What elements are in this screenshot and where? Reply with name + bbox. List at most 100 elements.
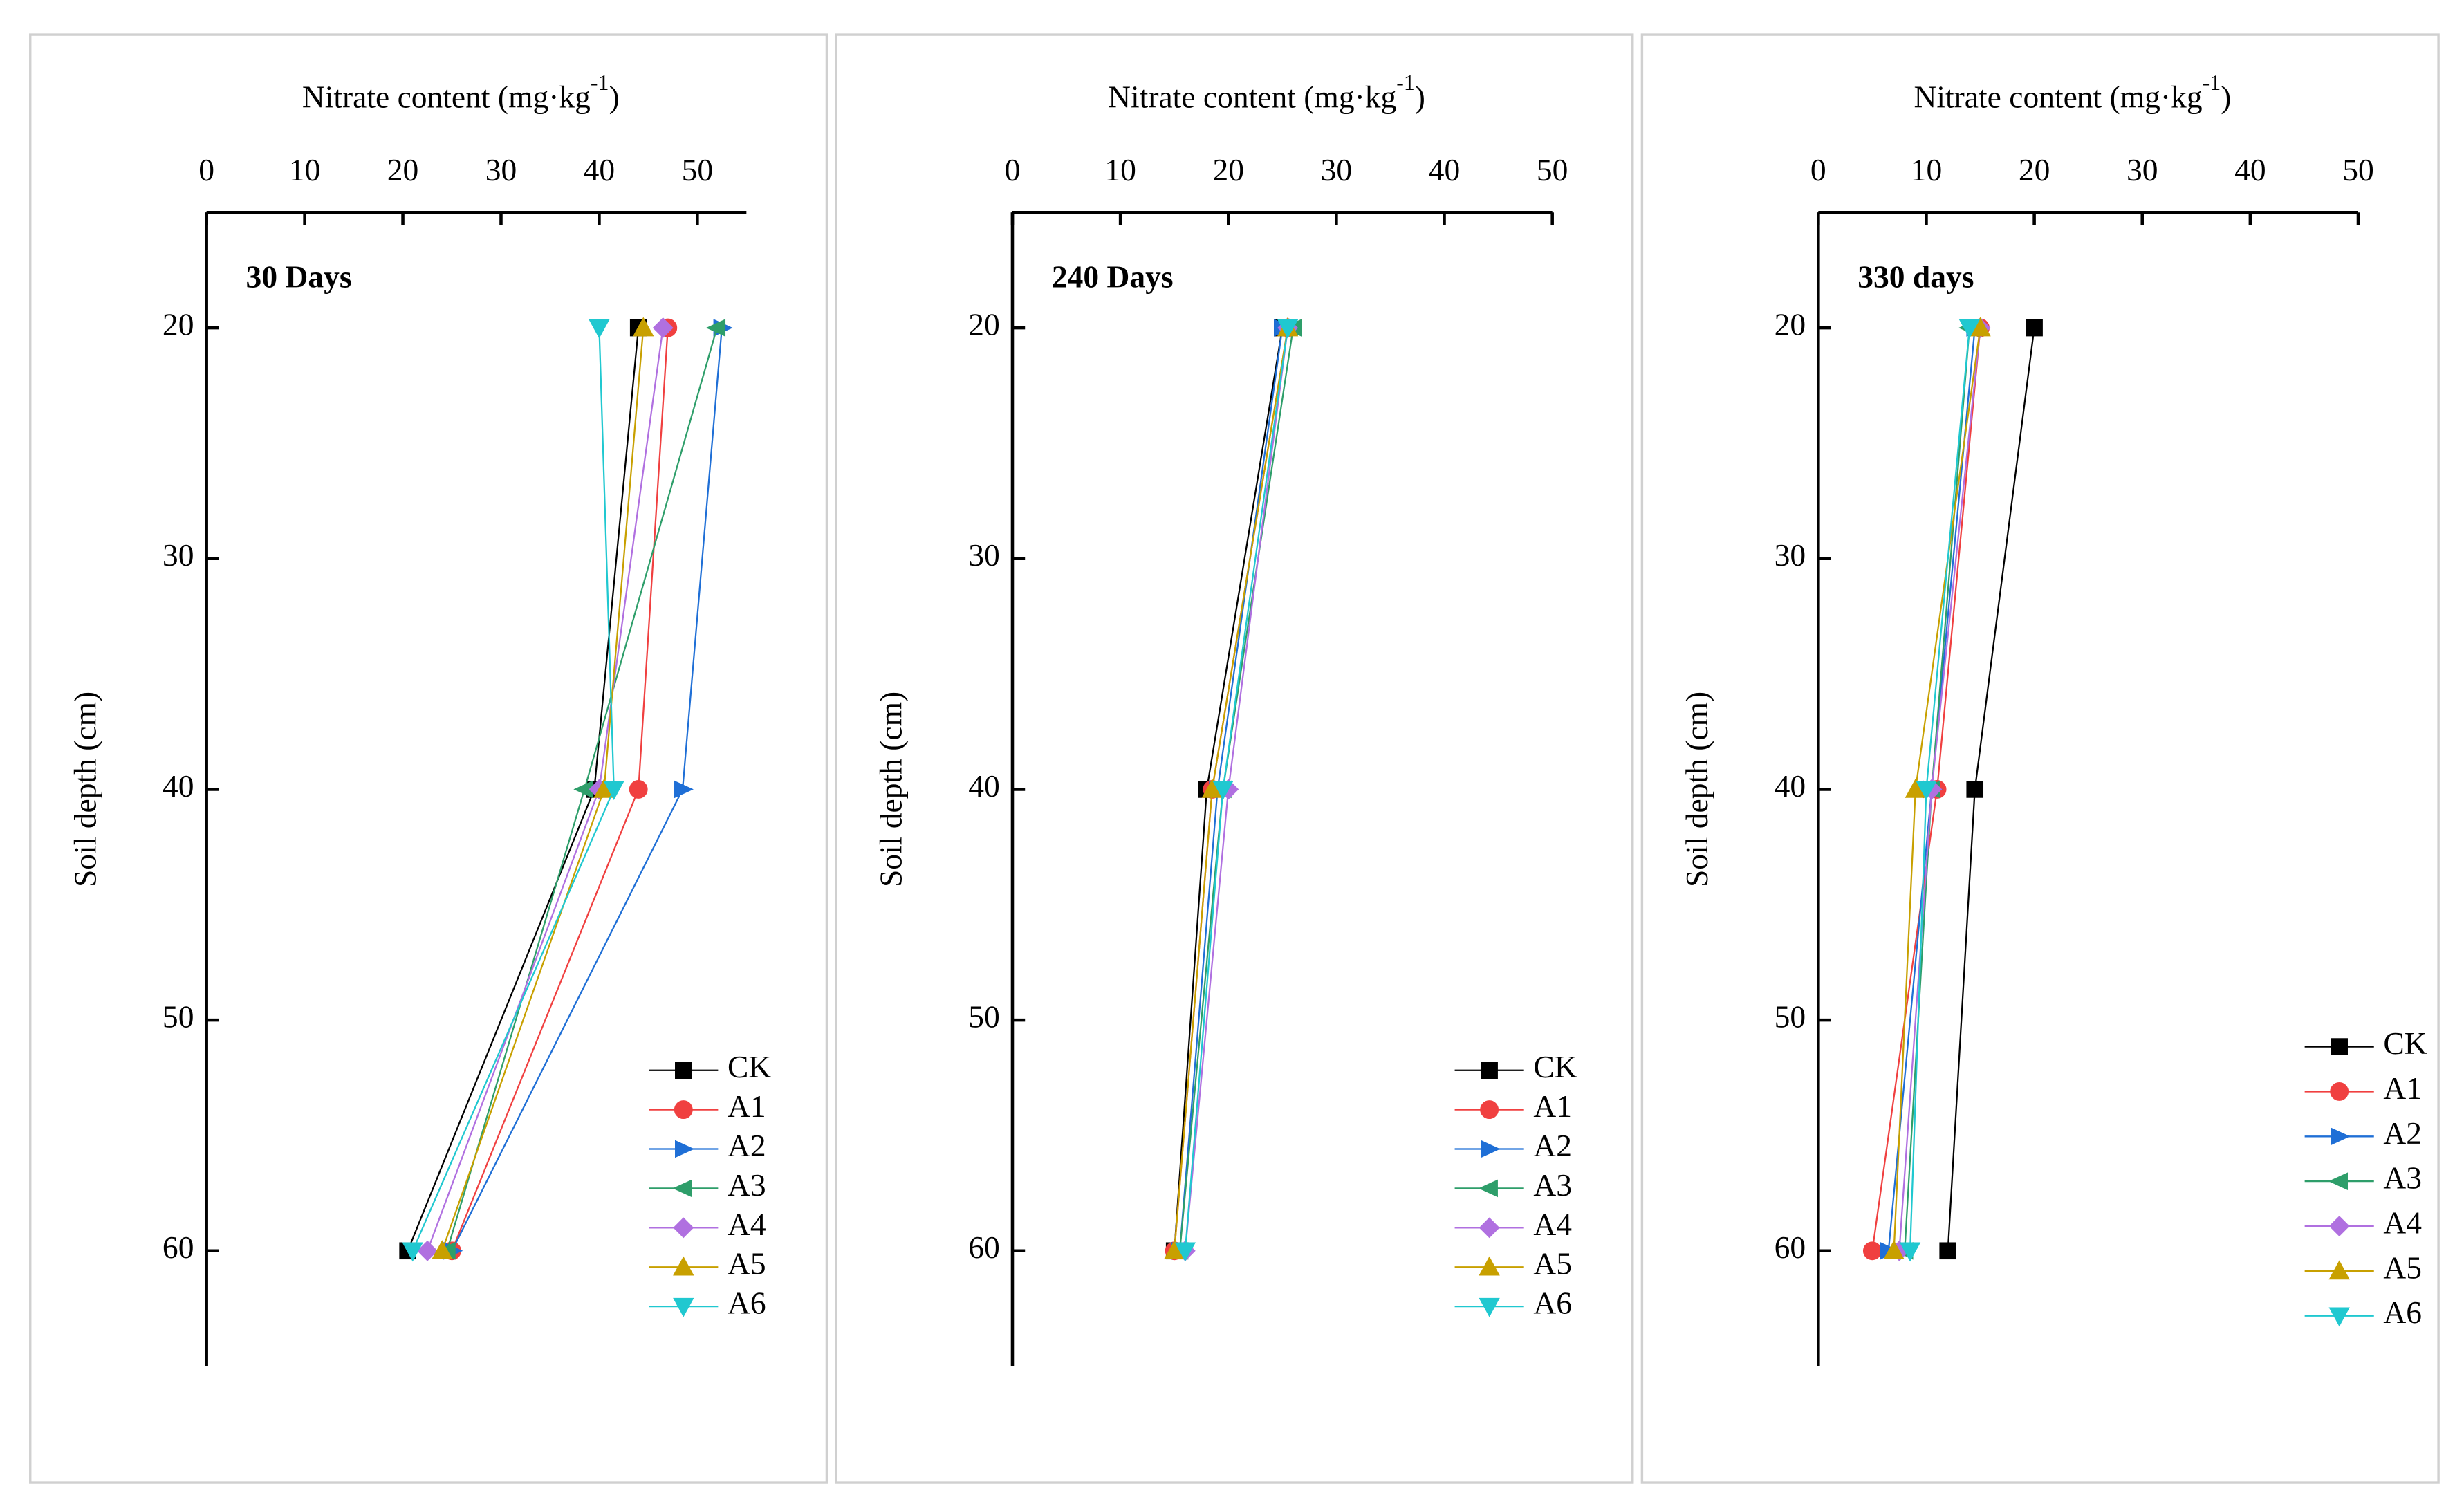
legend-label: A2 xyxy=(728,1128,766,1163)
x-tick-label: 20 xyxy=(2019,152,2050,187)
legend-label: A6 xyxy=(728,1286,766,1321)
legend-label: A2 xyxy=(2383,1115,2422,1151)
x-tick-label: 30 xyxy=(485,152,517,187)
y-tick-label: 50 xyxy=(163,999,194,1035)
legend-label: A1 xyxy=(2383,1070,2422,1106)
annotation: 330 days xyxy=(1858,259,1974,295)
marker xyxy=(1479,1297,1500,1317)
annotation: 240 Days xyxy=(1052,259,1174,295)
marker xyxy=(2330,1082,2349,1101)
marker xyxy=(589,319,610,339)
y-tick-label: 30 xyxy=(1775,537,1806,573)
marker xyxy=(629,780,648,799)
marker xyxy=(432,1240,453,1260)
marker xyxy=(705,319,726,337)
x-axis-label-sup: -1 xyxy=(2203,71,2221,95)
x-tick-label: 30 xyxy=(2127,152,2158,187)
marker xyxy=(2328,1216,2350,1236)
x-axis-label-sup: -1 xyxy=(1396,71,1415,95)
y-tick-label: 50 xyxy=(1775,999,1806,1035)
marker xyxy=(673,1256,694,1276)
y-tick-label: 20 xyxy=(968,307,1000,342)
y-tick-label: 60 xyxy=(163,1230,194,1265)
legend-label: A4 xyxy=(728,1207,766,1242)
chart-panel: 0 10 20 30 40 50 20 30 40 50 60 Nitrate content (mg… xyxy=(1640,33,2440,1484)
y-tick-label: 60 xyxy=(968,1230,1000,1265)
legend-label: A3 xyxy=(2383,1160,2422,1196)
x-axis-label-end: ) xyxy=(609,80,619,115)
marker xyxy=(674,1100,693,1120)
marker xyxy=(633,317,654,337)
x-tick-label: 0 xyxy=(198,152,214,187)
marker xyxy=(1480,1100,1499,1120)
legend-label: A4 xyxy=(2383,1205,2422,1240)
marker xyxy=(2328,1260,2350,1280)
panel-border xyxy=(1640,33,2440,1484)
marker xyxy=(673,1217,694,1239)
x-tick-label: 10 xyxy=(1911,152,1943,187)
chart-panel: 0 10 20 30 40 50 20 30 40 50 60 Nitrate content (mg… xyxy=(29,33,828,1484)
x-tick-label: 40 xyxy=(2234,152,2266,187)
marker xyxy=(675,1140,695,1158)
panel-border xyxy=(29,33,828,1484)
marker xyxy=(402,1242,423,1262)
marker xyxy=(1966,781,1984,798)
marker xyxy=(672,1179,692,1198)
marker xyxy=(1478,1179,1498,1198)
legend-label: CK xyxy=(728,1049,771,1084)
marker xyxy=(675,1062,692,1079)
legend-label: A6 xyxy=(1533,1286,1572,1321)
x-tick-label: 10 xyxy=(289,152,321,187)
y-tick-label: 40 xyxy=(968,768,1000,804)
y-tick-label: 30 xyxy=(968,537,1000,573)
y-axis-label: Soil depth (cm) xyxy=(67,692,102,887)
annotation: 30 Days xyxy=(246,259,352,295)
y-axis-label: Soil depth (cm) xyxy=(1679,692,1714,887)
marker xyxy=(603,781,624,800)
marker xyxy=(1479,1217,1500,1239)
marker xyxy=(1883,1240,1905,1260)
marker xyxy=(673,1297,694,1317)
x-axis-label-end: ) xyxy=(1415,80,1425,115)
y-tick-label: 30 xyxy=(163,537,194,573)
legend-label: A4 xyxy=(1533,1207,1572,1242)
marker xyxy=(1939,1242,1956,1260)
x-tick-label: 40 xyxy=(584,152,615,187)
legend-label: A5 xyxy=(1533,1246,1572,1281)
x-axis-label-text: Nitrate content (mg·kg xyxy=(302,80,591,115)
x-axis-label: Nitrate content (mg·kg-1) xyxy=(302,71,620,115)
marker xyxy=(417,1240,438,1261)
y-tick-label: 20 xyxy=(163,307,194,342)
x-tick-label: 20 xyxy=(1213,152,1245,187)
x-axis-label-text: Nitrate content (mg·kg xyxy=(1914,80,2202,115)
legend-label: A6 xyxy=(2383,1295,2422,1330)
y-axis-label: Soil depth (cm) xyxy=(873,692,909,887)
marker xyxy=(1899,1242,1921,1262)
x-tick-label: 50 xyxy=(2342,152,2374,187)
x-tick-label: 10 xyxy=(1104,152,1136,187)
x-tick-label: 20 xyxy=(387,152,419,187)
legend-label: A5 xyxy=(728,1246,766,1281)
y-tick-label: 20 xyxy=(1775,307,1806,342)
x-axis-label: Nitrate content (mg·kg-1) xyxy=(1914,71,2231,115)
x-axis-label: Nitrate content (mg·kg-1) xyxy=(1108,71,1425,115)
legend-label: A1 xyxy=(728,1088,766,1124)
x-tick-label: 0 xyxy=(1005,152,1021,187)
marker xyxy=(2328,1307,2350,1327)
x-tick-label: 50 xyxy=(1537,152,1568,187)
legend-label: CK xyxy=(2383,1026,2427,1061)
y-tick-label: 40 xyxy=(163,768,194,804)
legend-label: A2 xyxy=(1533,1128,1572,1163)
x-tick-label: 0 xyxy=(1810,152,1826,187)
marker xyxy=(1174,1242,1196,1262)
legend-label: A1 xyxy=(1533,1088,1572,1124)
y-tick-label: 40 xyxy=(1775,768,1806,804)
marker xyxy=(2026,319,2043,337)
marker xyxy=(1481,1062,1498,1079)
marker xyxy=(1916,781,1937,800)
y-tick-label: 50 xyxy=(968,999,1000,1035)
y-tick-label: 60 xyxy=(1775,1230,1806,1265)
marker xyxy=(1212,781,1234,800)
x-axis-label-sup: -1 xyxy=(591,71,609,95)
